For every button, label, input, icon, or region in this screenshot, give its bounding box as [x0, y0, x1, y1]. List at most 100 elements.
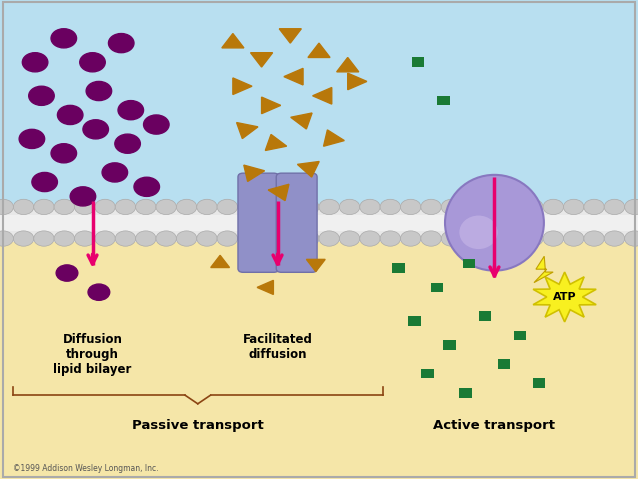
Circle shape	[462, 231, 482, 246]
Circle shape	[13, 231, 34, 246]
Bar	[478, 311, 491, 321]
Circle shape	[401, 231, 421, 246]
Circle shape	[70, 187, 96, 206]
Circle shape	[29, 86, 54, 105]
Circle shape	[0, 199, 13, 215]
Circle shape	[278, 199, 299, 215]
Polygon shape	[284, 68, 303, 85]
Ellipse shape	[445, 175, 544, 271]
Bar	[533, 378, 545, 388]
Text: Diffusion
through
lipid bilayer: Diffusion through lipid bilayer	[54, 333, 131, 376]
Circle shape	[421, 199, 441, 215]
Circle shape	[482, 199, 502, 215]
Bar	[412, 57, 424, 67]
Polygon shape	[279, 29, 301, 43]
Circle shape	[339, 231, 360, 246]
Polygon shape	[268, 184, 289, 201]
Bar	[0, 223, 638, 479]
Bar	[0, 215, 638, 231]
Circle shape	[115, 199, 136, 215]
Bar	[0, 0, 638, 223]
Circle shape	[237, 199, 258, 215]
Bar	[0, 204, 638, 242]
Circle shape	[482, 231, 502, 246]
Circle shape	[523, 199, 543, 215]
Circle shape	[360, 231, 380, 246]
Circle shape	[56, 265, 78, 281]
Circle shape	[584, 231, 604, 246]
Circle shape	[88, 284, 110, 300]
Polygon shape	[534, 256, 553, 283]
Circle shape	[34, 231, 54, 246]
Bar	[421, 369, 434, 378]
Bar	[431, 283, 443, 292]
Circle shape	[13, 199, 34, 215]
Bar	[459, 388, 472, 398]
Polygon shape	[323, 130, 345, 146]
Circle shape	[136, 199, 156, 215]
Text: Passive transport: Passive transport	[132, 419, 263, 432]
Circle shape	[299, 199, 319, 215]
Circle shape	[278, 231, 299, 246]
Bar	[498, 359, 510, 369]
Circle shape	[102, 163, 128, 182]
Circle shape	[360, 199, 380, 215]
Circle shape	[217, 199, 237, 215]
Circle shape	[339, 199, 360, 215]
Circle shape	[19, 129, 45, 148]
Polygon shape	[251, 53, 272, 67]
Circle shape	[75, 231, 95, 246]
Circle shape	[380, 231, 401, 246]
Circle shape	[136, 231, 156, 246]
FancyBboxPatch shape	[276, 173, 317, 272]
Circle shape	[108, 34, 134, 53]
Circle shape	[502, 231, 523, 246]
Circle shape	[299, 231, 319, 246]
Circle shape	[156, 199, 176, 215]
Circle shape	[32, 172, 57, 192]
Bar	[443, 340, 456, 350]
Text: ©1999 Addison Wesley Longman, Inc.: ©1999 Addison Wesley Longman, Inc.	[13, 464, 158, 473]
Circle shape	[319, 231, 339, 246]
Circle shape	[144, 115, 169, 134]
Circle shape	[441, 231, 462, 246]
Circle shape	[83, 120, 108, 139]
Circle shape	[462, 199, 482, 215]
Circle shape	[80, 53, 105, 72]
Circle shape	[115, 231, 136, 246]
Polygon shape	[306, 260, 325, 272]
Polygon shape	[222, 34, 244, 48]
Polygon shape	[308, 43, 330, 57]
Polygon shape	[237, 123, 258, 138]
Circle shape	[134, 177, 160, 196]
Polygon shape	[337, 57, 359, 72]
Polygon shape	[244, 165, 265, 182]
Polygon shape	[265, 135, 286, 150]
Polygon shape	[297, 161, 319, 177]
Circle shape	[625, 199, 638, 215]
Circle shape	[176, 199, 197, 215]
Polygon shape	[348, 73, 367, 90]
Polygon shape	[233, 78, 252, 94]
Bar	[437, 96, 450, 105]
Circle shape	[57, 105, 83, 125]
Ellipse shape	[459, 216, 498, 249]
Polygon shape	[211, 255, 230, 267]
Polygon shape	[313, 88, 332, 104]
Circle shape	[176, 231, 197, 246]
Bar	[392, 263, 405, 273]
Circle shape	[95, 199, 115, 215]
Polygon shape	[262, 97, 281, 114]
Circle shape	[54, 231, 75, 246]
Circle shape	[258, 231, 278, 246]
Circle shape	[543, 231, 563, 246]
Circle shape	[95, 231, 115, 246]
Circle shape	[118, 101, 144, 120]
Circle shape	[319, 199, 339, 215]
Circle shape	[604, 199, 625, 215]
Circle shape	[22, 53, 48, 72]
Polygon shape	[291, 113, 312, 129]
Circle shape	[563, 231, 584, 246]
Circle shape	[54, 199, 75, 215]
Bar	[514, 331, 526, 340]
